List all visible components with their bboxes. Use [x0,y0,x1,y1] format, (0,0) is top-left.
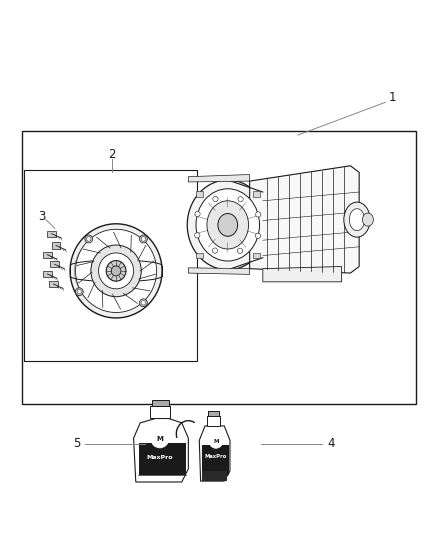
Circle shape [212,248,218,253]
Ellipse shape [349,209,364,231]
Bar [208,410,219,416]
Bar [47,231,56,237]
Bar [202,472,227,481]
Text: 1: 1 [388,91,396,104]
Bar [253,191,260,197]
Circle shape [256,212,261,217]
Text: 3: 3 [38,209,45,223]
Circle shape [209,435,223,448]
Ellipse shape [111,266,121,276]
Polygon shape [188,268,250,274]
Circle shape [213,196,218,201]
Ellipse shape [106,261,126,281]
Text: MaxPro: MaxPro [147,455,173,461]
Bar [139,442,186,475]
Polygon shape [250,166,359,273]
Text: MaxPro: MaxPro [205,454,227,459]
Ellipse shape [76,229,157,312]
Circle shape [151,430,169,448]
Circle shape [141,237,145,241]
Bar [196,253,203,259]
Circle shape [77,289,81,294]
Bar [150,406,170,418]
Ellipse shape [218,214,237,236]
Ellipse shape [99,253,134,289]
Circle shape [87,237,91,241]
Bar [52,243,60,248]
Ellipse shape [362,213,373,226]
Circle shape [85,235,93,243]
Bar [202,445,229,475]
Polygon shape [134,418,188,482]
Bar [43,271,52,277]
Ellipse shape [196,189,259,261]
Bar [207,416,220,426]
Ellipse shape [70,224,162,318]
Text: 5: 5 [73,438,80,450]
Circle shape [195,212,200,216]
Ellipse shape [91,245,141,297]
Circle shape [255,233,261,238]
Bar [253,253,260,259]
Text: M: M [156,436,163,442]
Polygon shape [263,266,342,282]
Bar [24,170,197,361]
Ellipse shape [344,202,370,237]
Ellipse shape [187,180,268,270]
Ellipse shape [207,201,249,249]
Circle shape [237,248,243,253]
Circle shape [139,299,147,306]
Circle shape [141,301,145,305]
Bar [152,400,169,406]
Circle shape [194,233,200,238]
Polygon shape [188,174,250,182]
Polygon shape [199,426,230,481]
Bar [49,281,58,287]
Text: 2: 2 [108,148,116,161]
Circle shape [238,197,243,202]
Text: 4: 4 [327,438,335,450]
Circle shape [75,288,83,296]
Bar [196,191,203,197]
Bar [43,252,52,258]
Circle shape [139,235,147,243]
Bar [22,131,416,405]
Bar [50,261,59,268]
Text: M: M [213,439,219,444]
